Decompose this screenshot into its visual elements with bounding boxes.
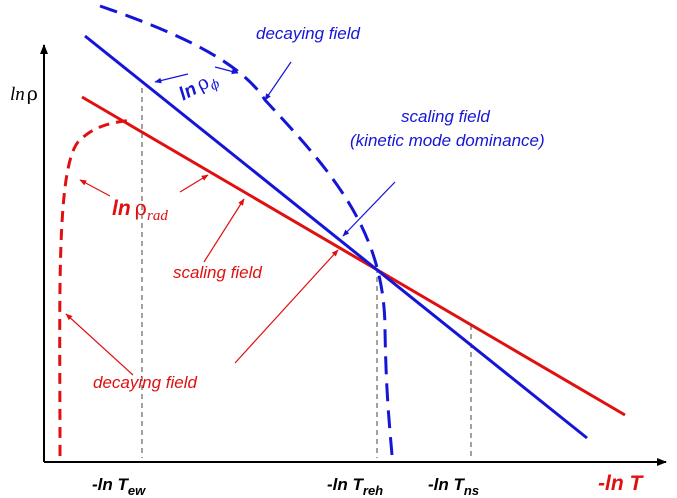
tick-label-reh: -ln Treh xyxy=(327,475,383,498)
ln-rho-phi-label: lnρϕ xyxy=(175,67,223,109)
ln-rho-rad-arrow-left xyxy=(79,179,111,197)
red-scaling-arrow-up xyxy=(203,198,245,263)
red-scaling-arrow-right xyxy=(234,249,339,364)
red-decaying-label: decaying field xyxy=(93,373,198,392)
tick-label-ew: -ln Tew xyxy=(92,475,146,498)
red-scaling-line xyxy=(81,95,626,417)
ln-rho-phi-arrow-right xyxy=(214,66,239,75)
blue-decaying-arrow xyxy=(264,61,292,101)
y-axis-label: ln ρ xyxy=(10,83,38,105)
blue-scaling-line xyxy=(84,34,588,440)
ln-rho-rad-arrow-right xyxy=(179,174,209,193)
red-decaying-arrow xyxy=(65,313,134,376)
ln-rho-phi-arrow-left xyxy=(154,73,189,84)
blue-scaling-label-line2: (kinetic mode dominance) xyxy=(350,131,545,150)
red-decaying-curve xyxy=(58,118,135,457)
red-scaling-label: scaling field xyxy=(173,263,262,282)
blue-scaling-arrow xyxy=(342,181,396,237)
tick-label-ns: -ln Tns xyxy=(428,475,479,498)
blue-scaling-label-line1: scaling field xyxy=(401,107,490,126)
blue-decaying-curve xyxy=(99,4,394,456)
ln-rho-rad-label: ln ρrad xyxy=(112,196,168,224)
blue-decaying-label: decaying field xyxy=(256,24,361,43)
x-axis-label: -ln T xyxy=(598,472,644,495)
